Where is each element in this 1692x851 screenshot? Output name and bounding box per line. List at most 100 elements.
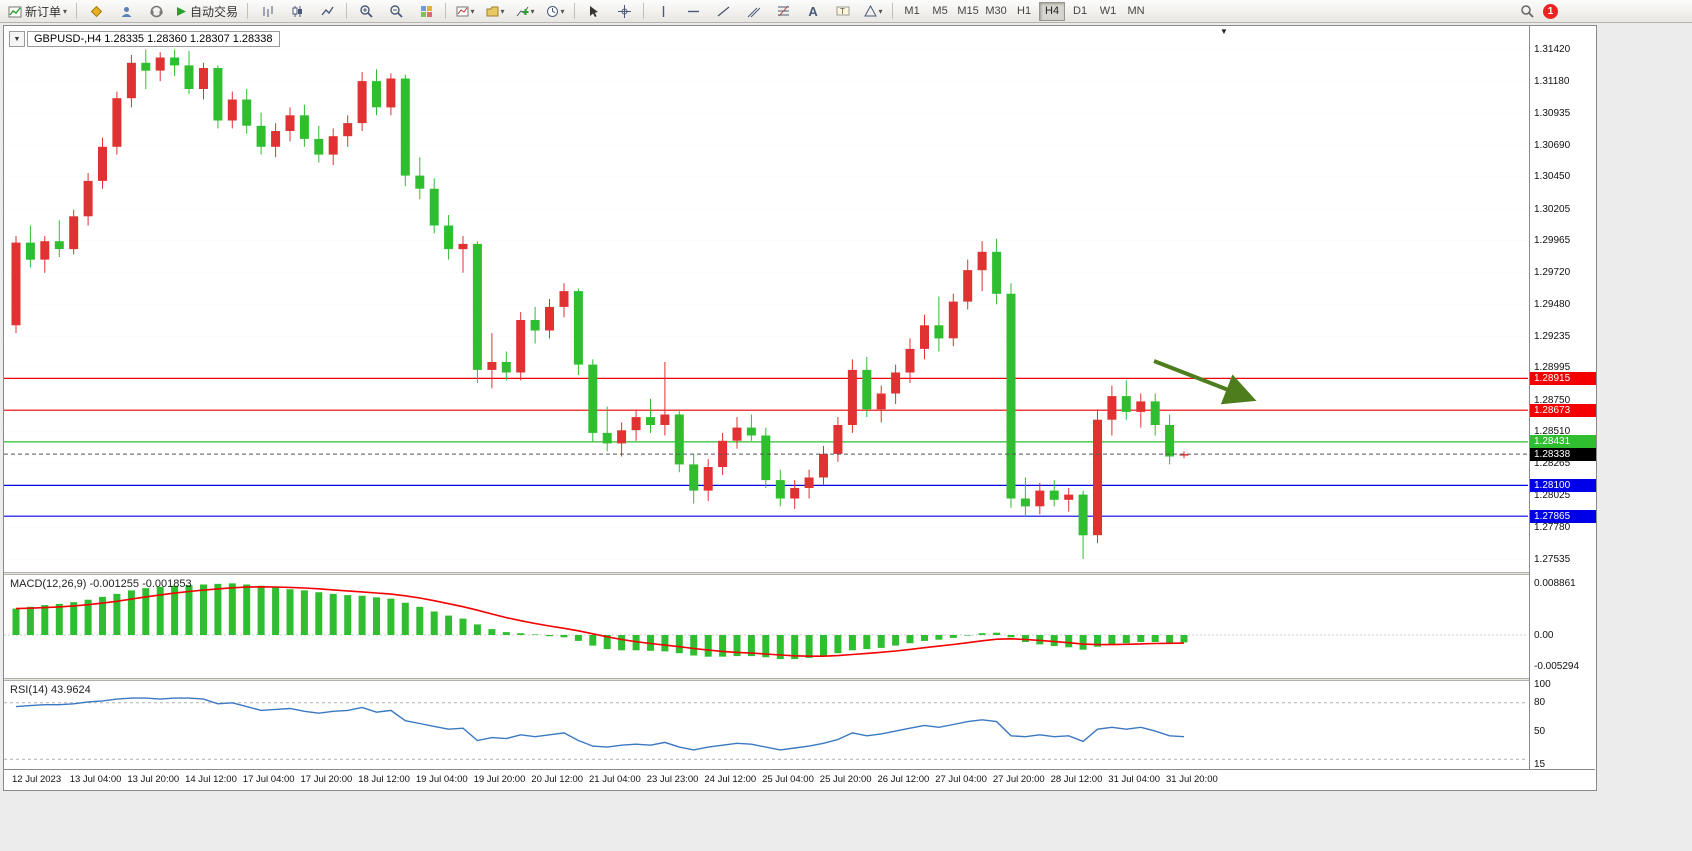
timeframe-M5[interactable]: M5 <box>932 5 948 18</box>
candle <box>573 288 583 376</box>
candle <box>775 469 785 507</box>
horizontal-line-button[interactable] <box>679 1 707 22</box>
candle <box>1150 393 1160 436</box>
candle <box>213 65 223 129</box>
profile-button[interactable] <box>112 1 140 22</box>
fibonacci-button[interactable] <box>769 1 797 22</box>
candle <box>1020 477 1030 517</box>
candlestick-plot[interactable] <box>4 26 1528 572</box>
trendline-button[interactable] <box>709 1 737 22</box>
candle <box>862 356 872 418</box>
line-chart-mode-button[interactable] <box>313 1 341 22</box>
candle <box>271 123 281 158</box>
panel-splitter[interactable] <box>4 572 1596 575</box>
chart-shift-marker[interactable]: ▼ <box>1220 27 1228 36</box>
zoom-out-button[interactable] <box>382 1 410 22</box>
toolbar: 新订单 ▾ 自动交易 ▾ ▾ ▾ <box>0 0 1692 23</box>
crosshair-button[interactable] <box>610 1 638 22</box>
chevron-down-icon: ▾ <box>878 6 883 16</box>
timeframe-M15[interactable]: M15 <box>957 5 979 18</box>
autotrade-button[interactable]: 自动交易 <box>172 1 242 22</box>
fibonacci-icon <box>777 5 789 16</box>
chart-profiles-button[interactable]: ▾ <box>481 1 509 22</box>
new-order-button[interactable]: 新订单 ▾ <box>4 1 71 22</box>
timeframe-H1[interactable]: H1 <box>1017 5 1032 18</box>
time-axis-label: 24 Jul 12:00 <box>704 774 757 785</box>
rsi-plot[interactable] <box>4 682 1528 768</box>
collapse-triangle-icon: ▼ <box>13 35 21 43</box>
candle <box>804 469 814 499</box>
candle <box>141 49 151 89</box>
timeframe-H4[interactable]: H4 <box>1039 1 1066 21</box>
candle <box>184 50 194 95</box>
autotrade-play-icon <box>177 6 187 16</box>
trend-arrow[interactable] <box>1153 359 1257 405</box>
channel-button[interactable] <box>739 1 767 22</box>
shapes-button[interactable]: ▾ <box>859 1 887 22</box>
candle <box>40 236 50 273</box>
time-axis-label: 17 Jul 04:00 <box>242 774 295 785</box>
periods-button[interactable]: ▾ <box>541 1 569 22</box>
candlestick-mode-button[interactable] <box>283 1 311 22</box>
timeframe-D1[interactable]: D1 <box>1073 5 1088 18</box>
tile-windows-button[interactable] <box>412 1 440 22</box>
candle <box>905 338 915 383</box>
candle <box>429 178 439 234</box>
candle <box>343 115 353 147</box>
bar-chart-mode-button[interactable] <box>253 1 281 22</box>
time-axis-label: 13 Jul 04:00 <box>69 774 122 785</box>
time-axis-label: 27 Jul 20:00 <box>992 774 1045 785</box>
candle <box>992 238 1002 305</box>
time-axis[interactable]: 12 Jul 2023 13 Jul 04:00 13 Jul 20:00 14 Ju… <box>4 769 1595 790</box>
chevron-down-icon: ▾ <box>63 6 68 16</box>
candle <box>1064 488 1074 512</box>
candle <box>386 73 396 116</box>
axis-tick: 50 <box>1534 725 1546 737</box>
toolbar-separator <box>445 3 447 19</box>
indicators-button[interactable]: ▾ <box>511 1 539 22</box>
candle <box>357 71 367 131</box>
mql-community-button[interactable] <box>82 1 110 22</box>
timeframe-W1[interactable]: W1 <box>1099 5 1117 18</box>
autotrade-label: 自动交易 <box>190 4 239 19</box>
timeframe-M1[interactable]: M1 <box>904 5 920 18</box>
line-chart-icon <box>321 6 334 15</box>
zoom-in-button[interactable] <box>352 1 380 22</box>
timeframe-M30[interactable]: M30 <box>985 5 1007 18</box>
macd-plot[interactable] <box>4 576 1528 678</box>
timeframe-MN[interactable]: MN <box>1127 5 1145 18</box>
candle <box>545 299 554 339</box>
mql-community-icon <box>90 5 102 17</box>
candle <box>501 351 511 381</box>
candle <box>948 293 958 347</box>
text-label-button[interactable]: T <box>829 1 857 22</box>
time-axis-label: 26 Jul 12:00 <box>877 774 930 785</box>
axis-tick: 1.29235 <box>1534 330 1571 342</box>
text-button[interactable]: A <box>799 1 827 22</box>
candle <box>242 89 252 134</box>
price-axis[interactable]: 1.31420 1.31180 1.30935 1.30690 1.30450 1.302… <box>1529 26 1596 770</box>
support-button[interactable] <box>142 1 170 22</box>
candle <box>199 62 208 100</box>
axis-tick: 1.30205 <box>1534 203 1571 215</box>
shapes-icon <box>863 4 877 16</box>
candle <box>1136 393 1146 428</box>
candle <box>977 241 987 292</box>
cursor-button[interactable] <box>580 1 608 22</box>
chevron-down-icon: ▾ <box>470 6 475 16</box>
axis-tick: 80 <box>1534 697 1546 709</box>
time-axis-label: 28 Jul 12:00 <box>1050 774 1103 785</box>
new-chart-icon <box>456 6 469 16</box>
chart-collapse-button[interactable]: ▼ <box>9 31 25 47</box>
new-chart-button[interactable]: ▾ <box>451 1 479 22</box>
chevron-down-icon: ▾ <box>560 6 565 16</box>
vertical-line-button[interactable] <box>649 1 677 22</box>
axis-tick: 1.27535 <box>1534 554 1571 565</box>
search-button[interactable] <box>1513 1 1541 22</box>
notification-badge[interactable]: 1 <box>1543 3 1558 19</box>
candle <box>1035 482 1045 515</box>
time-axis-label: 27 Jul 04:00 <box>935 774 987 785</box>
indicators-icon <box>516 6 529 16</box>
cursor-icon <box>590 5 599 17</box>
panel-splitter[interactable] <box>4 678 1596 681</box>
